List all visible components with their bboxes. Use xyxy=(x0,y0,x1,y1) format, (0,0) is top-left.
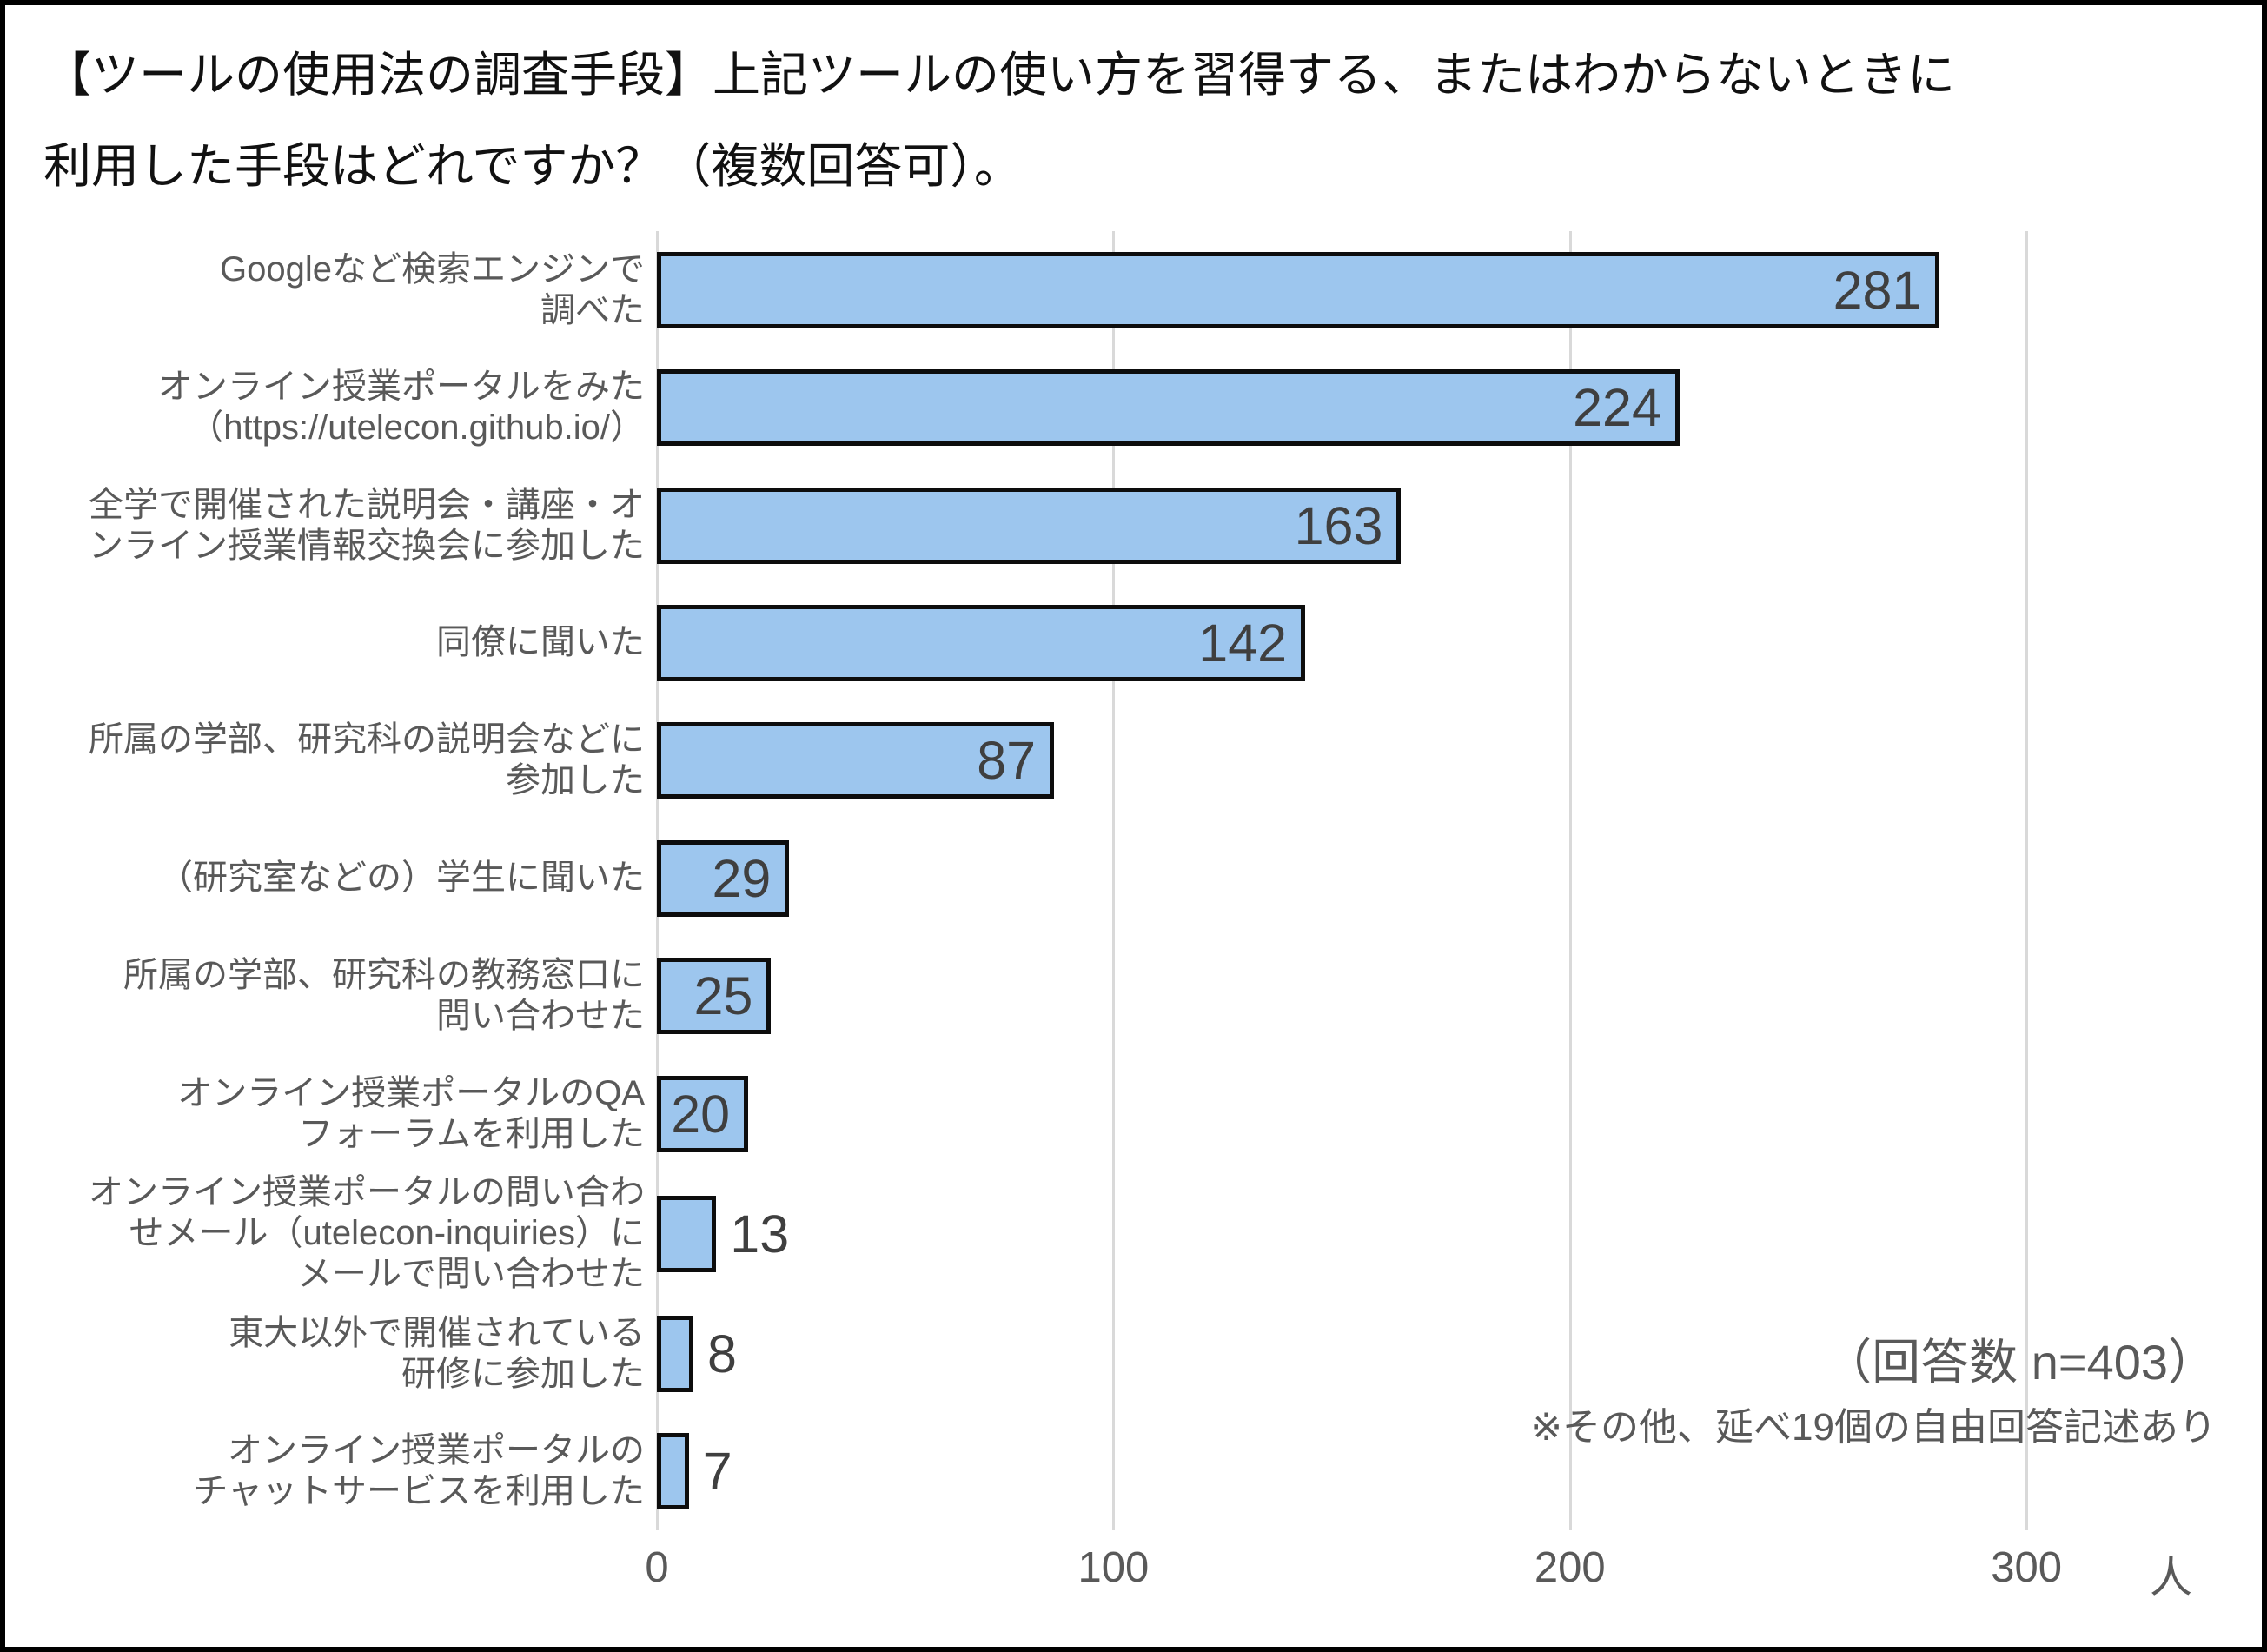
x-tick-label: 300 xyxy=(1991,1544,2063,1591)
bar xyxy=(657,1433,689,1510)
value-label: 142 xyxy=(1198,613,1288,673)
category-label: Googleなど検索エンジンで 調べた xyxy=(220,249,645,329)
value-label: 29 xyxy=(712,848,772,908)
value-label: 20 xyxy=(671,1084,731,1144)
category-label: オンライン授業ポータルの チャットサービスを利用した xyxy=(193,1431,645,1511)
gridline xyxy=(1568,231,1572,1530)
bar-track: 224 xyxy=(657,369,2095,447)
category-label: 東大以外で開催されている 研修に参加した xyxy=(229,1313,645,1393)
bar: 142 xyxy=(657,604,1306,681)
bar-track: 20 xyxy=(657,1075,2095,1152)
value-label: 87 xyxy=(977,731,1037,791)
gridline xyxy=(2025,231,2029,1530)
bar: 224 xyxy=(657,369,1680,447)
plot-area: Googleなど検索エンジンで 調べた 281 オンライン授業ポータルをみた （… xyxy=(5,231,2095,1530)
category-label: 所属の学部、研究科の説明会などに 参加した xyxy=(89,720,645,800)
category-label: 全学で開催された説明会・講座・オ ンライン授業情報交換会に参加した xyxy=(89,485,645,565)
annotation-sample-size: （回答数 n=403） xyxy=(1823,1335,2217,1390)
value-label: 281 xyxy=(1833,260,1922,320)
chart-row: 所属の学部、研究科の教務窓口に 問い合わせた 25 xyxy=(5,937,2095,1054)
value-label: 8 xyxy=(707,1324,737,1383)
chart-row: オンライン授業ポータルをみた （https://utelecon.github.… xyxy=(5,348,2095,466)
value-label: 224 xyxy=(1573,378,1661,438)
annotation-note: ※その他、延べ19個の自由回答記述あり xyxy=(1530,1406,2217,1449)
category-label: オンライン授業ポータルのQA フォーラムを利用した xyxy=(177,1073,645,1153)
value-label: 163 xyxy=(1294,495,1383,555)
bar-track: 281 xyxy=(657,251,2095,328)
x-tick-label: 0 xyxy=(645,1544,669,1591)
category-label: （研究室などの）学生に聞いた xyxy=(158,859,645,898)
category-label: 所属の学部、研究科の教務窓口に 問い合わせた xyxy=(123,956,645,1036)
bar: 87 xyxy=(657,722,1055,799)
value-label: 13 xyxy=(730,1204,790,1264)
bar: 29 xyxy=(657,839,790,917)
chart-row: オンライン授業ポータルの チャットサービスを利用した 7 xyxy=(5,1413,2095,1530)
category-label: オンライン授業ポータルをみた （https://utelecon.github.… xyxy=(158,368,645,448)
bar-track: 29 xyxy=(657,839,2095,917)
bar: 20 xyxy=(657,1075,749,1152)
bar xyxy=(657,1315,694,1392)
annotation-block: （回答数 n=403） ※その他、延べ19個の自由回答記述あり xyxy=(1530,1333,2217,1451)
bar xyxy=(657,1195,717,1272)
value-label: 7 xyxy=(702,1442,732,1502)
x-axis: 人 0 100 200 300 xyxy=(645,1543,2192,1613)
gridline xyxy=(1112,231,1116,1530)
bar-track: 13 xyxy=(657,1195,2095,1272)
bar-track: 7 xyxy=(657,1433,2095,1510)
category-label: 同僚に聞いた xyxy=(436,623,645,662)
chart-row: 所属の学部、研究科の説明会などに 参加した 87 xyxy=(5,702,2095,819)
bar-chart: Googleなど検索エンジンで 調べた 281 オンライン授業ポータルをみた （… xyxy=(5,231,2262,1647)
bar-track: 142 xyxy=(657,604,2095,681)
chart-row: オンライン授業ポータルのQA フォーラムを利用した 20 xyxy=(5,1055,2095,1172)
bar-track: 8 xyxy=(657,1315,2095,1392)
chart-row: オンライン授業ポータルの問い合わ せメール（utelecon-inquiries… xyxy=(5,1172,2095,1295)
bar: 281 xyxy=(657,251,1940,328)
chart-row: 全学で開催された説明会・講座・オ ンライン授業情報交換会に参加した 163 xyxy=(5,467,2095,584)
category-label: オンライン授業ポータルの問い合わ せメール（utelecon-inquiries… xyxy=(89,1173,645,1294)
axis-unit-label: 人 xyxy=(2150,1555,2193,1602)
bar-track: 87 xyxy=(657,722,2095,799)
bar: 25 xyxy=(657,958,772,1035)
chart-row: （研究室などの）学生に聞いた 29 xyxy=(5,819,2095,937)
chart-row: 同僚に聞いた 142 xyxy=(5,584,2095,701)
x-tick-label: 100 xyxy=(1077,1544,1150,1591)
x-tick-label: 200 xyxy=(1534,1544,1606,1591)
chart-row: 東大以外で開催されている 研修に参加した 8 xyxy=(5,1295,2095,1412)
bar-track: 163 xyxy=(657,487,2095,564)
bar-track: 25 xyxy=(657,958,2095,1035)
chart-row: Googleなど検索エンジンで 調べた 281 xyxy=(5,231,2095,348)
chart-title: 【ツールの使用法の調査手段】上記ツールの使い方を習得する、またはわからないときに… xyxy=(43,48,1956,193)
bar: 163 xyxy=(657,487,1402,564)
value-label: 25 xyxy=(693,966,753,1026)
